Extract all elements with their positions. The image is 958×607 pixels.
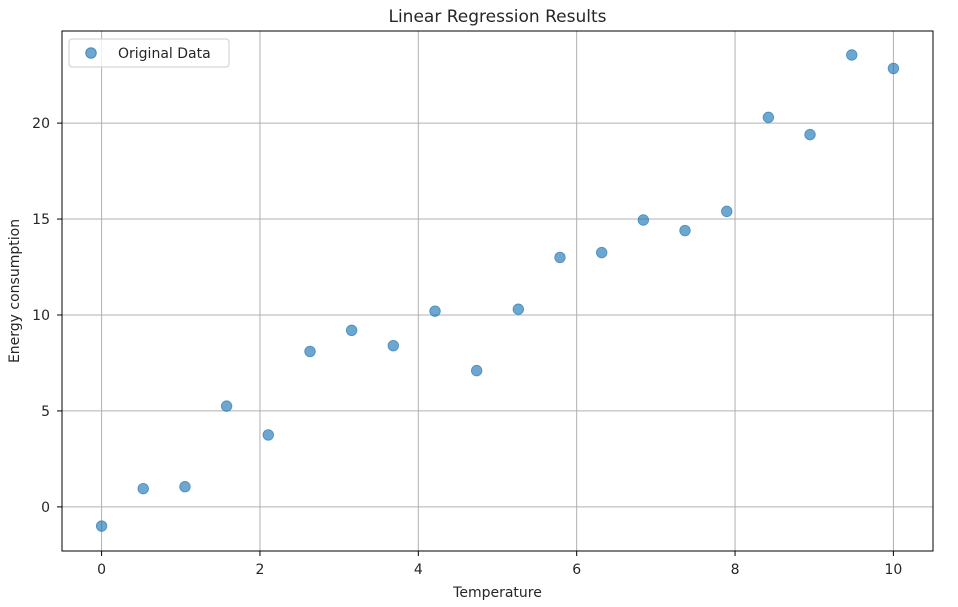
data-point	[387, 339, 399, 352]
y-tick-label-3: 15	[32, 212, 50, 228]
y-tick-label-0: 0	[41, 500, 50, 516]
legend-label: Original Data	[118, 46, 211, 62]
data-point	[596, 246, 608, 259]
data-point	[304, 345, 316, 358]
x-axis-label: Temperature	[452, 585, 542, 601]
legend: Original Data	[68, 38, 230, 68]
data-point	[846, 49, 858, 61]
points-layer	[95, 49, 900, 532]
data-point	[887, 62, 900, 75]
x-tick-label-1: 2	[255, 562, 264, 578]
ticks-layer: 0 2 4 6 8 10 0 5 10 15 20	[32, 116, 902, 578]
y-tick-label-4: 20	[32, 116, 50, 132]
data-point	[554, 251, 566, 264]
x-tick-label-4: 8	[731, 562, 740, 578]
data-point	[95, 520, 108, 532]
data-point	[804, 128, 816, 141]
data-point	[679, 224, 691, 237]
data-point	[762, 111, 775, 124]
x-tick-label-0: 0	[97, 562, 106, 578]
x-tick-label-5: 10	[884, 562, 902, 578]
data-point	[512, 303, 525, 315]
legend-box	[68, 38, 230, 68]
data-point	[721, 205, 733, 218]
grid-layer	[62, 31, 933, 551]
data-point	[179, 481, 191, 493]
data-point	[637, 214, 650, 226]
x-tick-label-2: 4	[414, 562, 423, 578]
y-tick-label-2: 10	[32, 308, 50, 324]
data-point	[262, 429, 274, 441]
y-tick-label-1: 5	[41, 404, 50, 420]
y-axis-label: Energy consumption	[7, 219, 23, 363]
data-point	[429, 305, 441, 317]
data-point	[470, 364, 483, 377]
x-tick-label-3: 6	[572, 562, 581, 578]
data-point	[137, 482, 149, 495]
data-point	[345, 324, 358, 337]
chart-title: Linear Regression Results	[388, 7, 606, 27]
plot-frame	[61, 30, 934, 552]
legend-marker	[85, 47, 97, 59]
data-point	[220, 400, 233, 412]
